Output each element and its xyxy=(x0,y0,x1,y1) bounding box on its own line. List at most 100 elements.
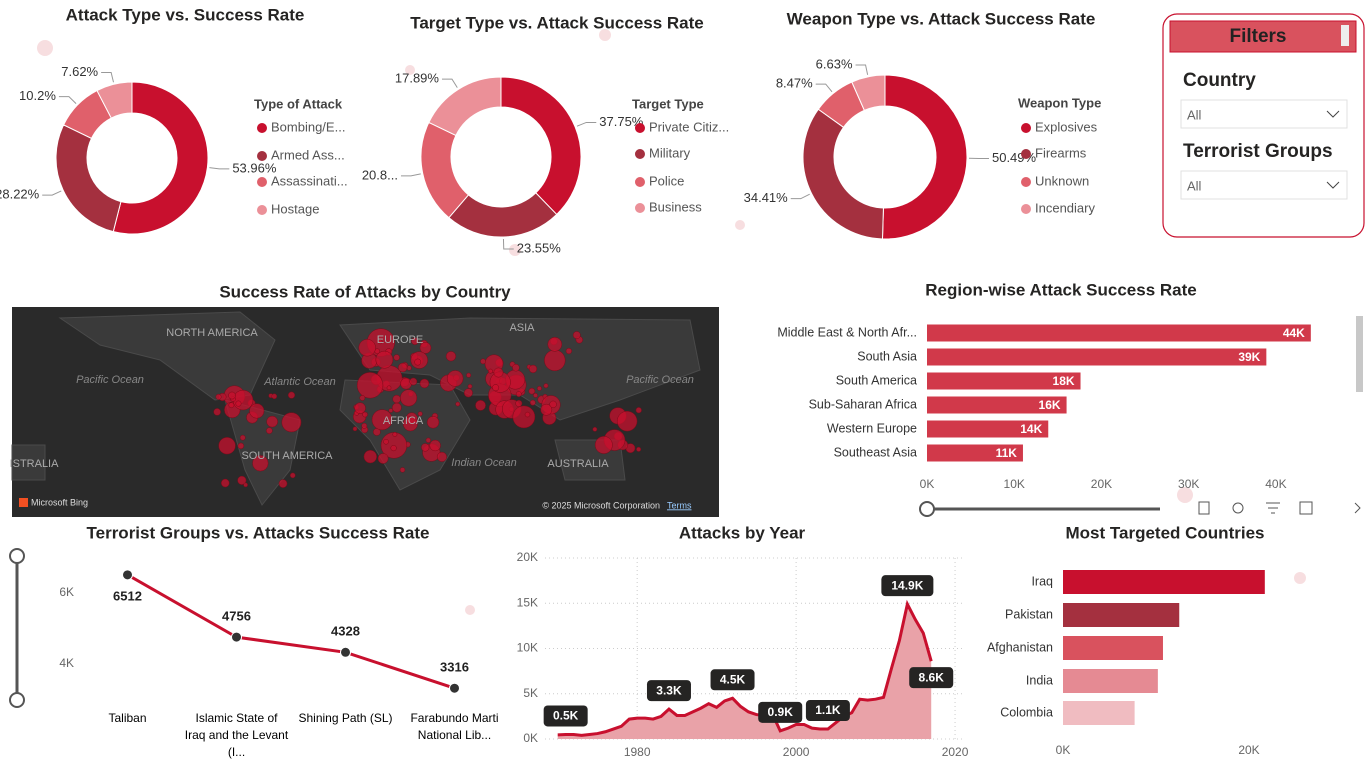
map-bubble xyxy=(386,385,392,391)
slider-handle[interactable] xyxy=(9,548,25,564)
map-bubble xyxy=(361,422,368,429)
y-tick-label: Southeast Asia xyxy=(834,445,917,459)
data-label: 14K xyxy=(1020,422,1042,436)
chevron xyxy=(1326,110,1340,118)
chart-title: Attack Type vs. Success Rate xyxy=(66,5,305,24)
data-label: 4328 xyxy=(331,624,360,639)
map-bubble xyxy=(636,446,642,452)
slider-handle[interactable] xyxy=(9,692,25,708)
map-bubble xyxy=(356,372,384,399)
map-bubble xyxy=(488,368,493,374)
line xyxy=(557,599,933,737)
map-bubble xyxy=(493,367,504,378)
legend-title: Type of Attack xyxy=(254,96,343,111)
terms-link[interactable]: Terms xyxy=(667,500,692,510)
y-tick-label: 15K xyxy=(517,595,538,609)
dropdown[interactable] xyxy=(1180,170,1348,200)
map-bubble xyxy=(287,391,296,399)
y-tick-label: 10K xyxy=(517,641,538,655)
map-bubble xyxy=(398,362,408,373)
label-box xyxy=(710,669,755,691)
point xyxy=(449,682,460,694)
x-tick-label: 20K xyxy=(1091,477,1112,491)
data-label: 8.6K xyxy=(919,670,945,684)
label-box xyxy=(758,701,803,723)
legend-marker xyxy=(257,177,267,187)
filter-label: Terrorist Groups xyxy=(1183,141,1333,162)
map-bubble xyxy=(243,482,248,488)
attribution: Microsoft Bing xyxy=(31,497,88,507)
land-mass xyxy=(11,444,46,481)
filter-scroll xyxy=(1341,25,1349,46)
map-label: SOUTH AMERICA xyxy=(241,450,333,462)
map-bubble xyxy=(417,411,423,417)
map-bubble xyxy=(266,427,273,434)
map-bubble xyxy=(249,403,265,419)
map-bubble xyxy=(512,363,520,372)
map-bubble xyxy=(421,443,430,452)
map-label: AFRICA xyxy=(383,415,424,427)
map-label: Pacific Ocean xyxy=(76,374,144,386)
legend-title: Weapon Type xyxy=(1018,95,1101,110)
map-bubble xyxy=(543,383,549,389)
map-bubble xyxy=(411,337,419,345)
map-label: AUSTRALIA xyxy=(547,458,609,470)
map-bubble xyxy=(383,438,389,445)
dropdown[interactable] xyxy=(1180,99,1348,129)
map-bubble xyxy=(399,467,406,473)
x-tick-label: Islamic State of Iraq and the Levant (I.… xyxy=(184,711,289,759)
map-bubble xyxy=(232,389,254,411)
leader-line xyxy=(790,193,810,200)
map-bubble xyxy=(400,389,418,407)
data-label: 14.9K xyxy=(891,578,923,592)
area xyxy=(557,604,932,739)
data-label: 0.5K xyxy=(553,709,579,723)
y-tick-label: 4K xyxy=(59,656,74,670)
map-bubble xyxy=(540,403,553,416)
x-tick-label: 1980 xyxy=(624,745,651,759)
legend-label: Unknown xyxy=(1035,173,1089,188)
map-bubble xyxy=(524,411,531,418)
point xyxy=(231,631,242,643)
data-label: 17.89% xyxy=(395,71,440,86)
x-tick-label-box: Taliban xyxy=(108,711,146,725)
y-tick-label: 0K xyxy=(523,731,538,745)
data-label: 8.47% xyxy=(776,76,813,91)
donut-slice xyxy=(500,76,582,216)
map-bubble xyxy=(390,444,397,452)
map-bubble xyxy=(419,342,432,354)
map-bubble xyxy=(512,405,536,429)
y-tick-label: Afghanistan xyxy=(987,640,1053,654)
slider-handle[interactable] xyxy=(919,501,935,517)
donut-slice xyxy=(55,124,122,233)
y-tick-label: 20K xyxy=(517,550,538,564)
legend-marker xyxy=(1021,123,1031,133)
bar xyxy=(927,348,1267,366)
map-label: NORTH AMERICA xyxy=(166,327,258,339)
map-bubble xyxy=(549,400,557,409)
point xyxy=(122,569,133,581)
data-label: 4756 xyxy=(222,609,251,624)
dropdown-value: All xyxy=(1187,178,1202,193)
bar xyxy=(1063,701,1135,725)
chart-title: Attacks by Year xyxy=(679,523,806,542)
point xyxy=(340,646,351,658)
map-bubble xyxy=(281,412,302,433)
data-label: 20.8... xyxy=(362,167,398,182)
legend-marker xyxy=(1021,177,1031,187)
map-bubble xyxy=(635,407,642,414)
map-bubble xyxy=(425,437,431,443)
legend-marker xyxy=(1021,149,1031,159)
leader-line xyxy=(502,238,514,250)
data-label: 18K xyxy=(1053,374,1075,388)
donut-slice xyxy=(428,76,502,137)
legend-label: Bombing/E... xyxy=(271,119,345,134)
dropdown-value: All xyxy=(1187,107,1202,122)
bar xyxy=(1063,636,1163,660)
map-bubble xyxy=(377,339,383,345)
map-bubble xyxy=(529,399,536,406)
map-bubble xyxy=(266,415,278,428)
x-tick-label-box: Farabundo Marti National Lib... xyxy=(410,711,498,742)
data-label: 10.2% xyxy=(19,88,56,103)
x-tick-label: Shining Path (SL) xyxy=(298,711,393,725)
